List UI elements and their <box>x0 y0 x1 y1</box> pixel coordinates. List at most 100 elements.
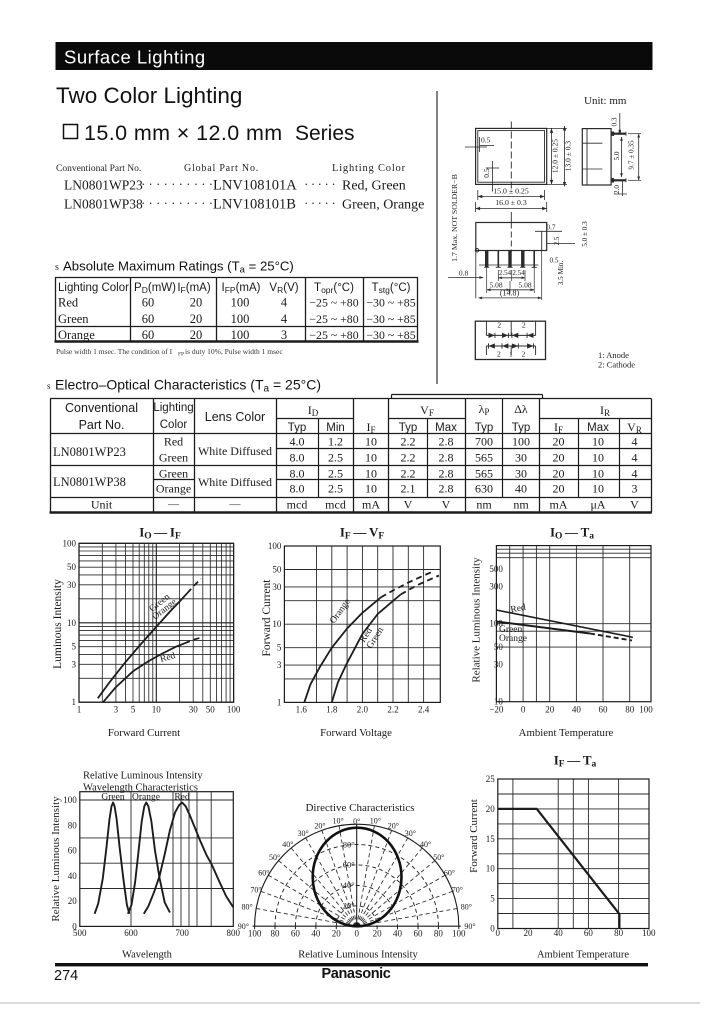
svg-text:60: 60 <box>584 928 594 938</box>
svg-text:20°: 20° <box>314 821 325 830</box>
svg-text:700: 700 <box>475 435 493 449</box>
svg-text:Red: Red <box>164 435 183 449</box>
svg-text:30: 30 <box>515 467 527 481</box>
svg-text:is duty 10%, Pulse width 1 mse: is duty 10%, Pulse width 1 msec <box>185 347 283 356</box>
svg-text:0.5: 0.5 <box>481 136 491 145</box>
svg-text:1.2: 1.2 <box>328 435 343 449</box>
svg-text:0: 0 <box>496 928 501 938</box>
svg-text:565: 565 <box>475 467 493 481</box>
svg-text:40: 40 <box>554 928 564 938</box>
svg-text:White Diffused: White Diffused <box>198 475 272 489</box>
svg-text:2: 2 <box>522 321 526 330</box>
svg-text:80: 80 <box>614 928 624 938</box>
svg-text:Global Part No.: Global Part No. <box>184 163 259 174</box>
svg-text:700: 700 <box>175 928 189 938</box>
svg-text:80°: 80° <box>241 903 252 912</box>
svg-text:10: 10 <box>592 482 604 496</box>
svg-text:80: 80 <box>271 929 281 939</box>
svg-text:2.8: 2.8 <box>439 435 454 449</box>
svg-text:··········: ·········· <box>141 196 216 211</box>
svg-text:40°: 40° <box>343 880 355 890</box>
svg-text:2: 2 <box>522 350 526 359</box>
svg-text:Δλ: Δλ <box>514 402 528 416</box>
svg-text:60°: 60° <box>444 868 455 877</box>
svg-text:5: 5 <box>490 894 495 904</box>
svg-text:−25 ~ +80: −25 ~ +80 <box>309 312 358 326</box>
svg-text:60°: 60° <box>343 860 355 870</box>
svg-text:25: 25 <box>486 774 496 784</box>
svg-text:−25 ~ +80: −25 ~ +80 <box>309 328 358 342</box>
svg-text:Green: Green <box>159 467 188 481</box>
svg-text:100: 100 <box>489 619 503 629</box>
svg-text:5: 5 <box>72 642 77 652</box>
svg-text:0: 0 <box>354 929 359 939</box>
svg-text:VR: VR <box>627 420 642 435</box>
svg-text:5: 5 <box>131 705 136 715</box>
svg-text:mA: mA <box>550 498 568 512</box>
svg-text:IF — VF: IF — VF <box>340 525 384 542</box>
svg-text:Green: Green <box>58 312 89 326</box>
svg-text:LNV108101A: LNV108101A <box>213 178 297 194</box>
svg-text:20: 20 <box>486 804 496 814</box>
svg-text:50: 50 <box>272 565 282 575</box>
svg-text:··········: ·········· <box>141 177 216 192</box>
svg-text:2.8: 2.8 <box>439 467 454 481</box>
svg-text:3.5 Min.: 3.5 Min. <box>557 261 565 286</box>
svg-text:80°: 80° <box>343 839 355 849</box>
svg-text:—: — <box>167 499 180 511</box>
svg-text:10: 10 <box>152 705 162 715</box>
svg-text:nm: nm <box>513 498 529 512</box>
svg-text:0: 0 <box>490 924 495 934</box>
svg-text:IF: IF <box>366 420 375 435</box>
svg-text:·····: ····· <box>304 196 338 211</box>
svg-text:5.08: 5.08 <box>518 280 531 289</box>
svg-text:630: 630 <box>475 482 493 496</box>
svg-text:Relative Luminous Intensity: Relative Luminous Intensity <box>50 796 62 922</box>
svg-text:(14.8): (14.8) <box>500 289 520 298</box>
svg-text:60: 60 <box>142 328 155 342</box>
svg-text:100: 100 <box>231 328 250 342</box>
svg-text:mcd: mcd <box>325 498 346 512</box>
svg-text:9.7 ± 0.35: 9.7 ± 0.35 <box>628 140 636 170</box>
svg-text:5.0 ± 0.3: 5.0 ± 0.3 <box>581 221 589 247</box>
svg-text:5.08: 5.08 <box>489 280 502 289</box>
svg-text:Relative Luminous Intensity: Relative Luminous Intensity <box>298 950 418 961</box>
svg-text:Luminous Intensity: Luminous Intensity <box>52 579 64 669</box>
svg-text:VF: VF <box>420 403 434 418</box>
svg-text:Forward Current: Forward Current <box>108 727 180 739</box>
svg-text:2.5: 2.5 <box>554 236 561 245</box>
svg-text:Part No.: Part No. <box>79 418 125 432</box>
svg-text:16.0 ± 0.3: 16.0 ± 0.3 <box>495 198 527 207</box>
svg-text:20: 20 <box>524 928 534 938</box>
svg-text:2.0: 2.0 <box>613 185 621 194</box>
svg-text:ID: ID <box>308 403 319 418</box>
svg-text:IO — IF: IO — IF <box>139 525 181 542</box>
svg-text:15.0 ± 0.25: 15.0 ± 0.25 <box>493 187 529 196</box>
svg-text:FP: FP <box>178 352 184 358</box>
svg-text:100: 100 <box>63 538 77 548</box>
svg-text:Directive Characteristics: Directive Characteristics <box>305 802 414 814</box>
svg-text:Series: Series <box>295 122 355 145</box>
svg-text:V: V <box>630 498 639 512</box>
svg-text:20: 20 <box>553 482 565 496</box>
svg-text:80: 80 <box>68 820 78 830</box>
svg-text:60: 60 <box>599 705 609 715</box>
svg-text:1: 1 <box>277 697 282 707</box>
svg-text:IO — Ta: IO — Ta <box>550 525 594 542</box>
svg-text:1: 1 <box>72 697 77 707</box>
svg-text:3: 3 <box>281 328 287 342</box>
svg-text:2.8: 2.8 <box>439 482 454 496</box>
svg-text:40: 40 <box>68 871 78 881</box>
svg-text:Wavelength Characteristics: Wavelength Characteristics <box>83 783 198 794</box>
svg-text:274: 274 <box>54 968 78 984</box>
svg-text:90°: 90° <box>238 922 249 931</box>
svg-text:2.2: 2.2 <box>387 705 398 715</box>
svg-text:Max: Max <box>587 422 609 434</box>
svg-text:60: 60 <box>414 929 424 939</box>
svg-text:3: 3 <box>114 705 119 715</box>
svg-text:5.0: 5.0 <box>613 151 621 160</box>
svg-text:IR: IR <box>600 403 610 418</box>
svg-text:−30 ~ +85: −30 ~ +85 <box>366 328 415 342</box>
svg-text:40: 40 <box>393 929 403 939</box>
svg-text:60: 60 <box>68 846 78 856</box>
